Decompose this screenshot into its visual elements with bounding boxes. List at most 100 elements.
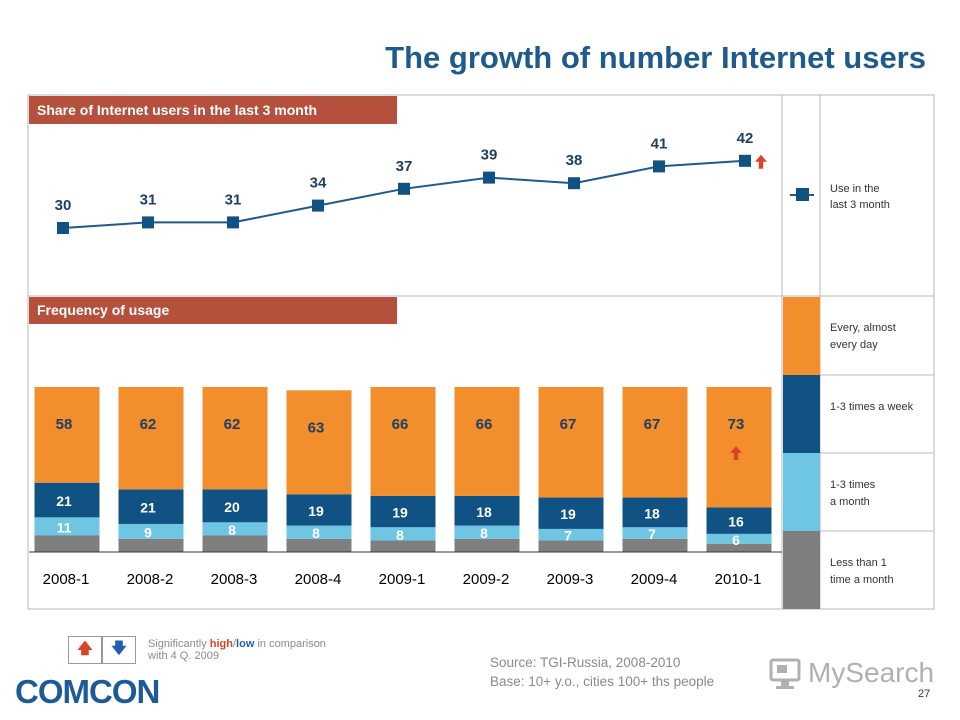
bar-segment — [538, 528, 604, 541]
bar-data-label: 67 — [560, 416, 577, 433]
x-tick-label: 2008-4 — [295, 571, 342, 588]
x-tick-label: 2009-1 — [379, 571, 426, 588]
bar-segment — [370, 540, 436, 552]
bar-segment — [118, 538, 184, 552]
source-line: Source: TGI-Russia, 2008-2010 — [490, 655, 681, 670]
bar-data-label: 66 — [476, 416, 493, 433]
x-tick-label: 2008-1 — [43, 571, 90, 588]
line-data-label: 37 — [396, 158, 413, 175]
bar-significance-marker — [730, 446, 742, 460]
line-data-label: 38 — [566, 152, 583, 169]
bar-data-label: 67 — [644, 416, 661, 433]
comcon-logo: COMCON — [15, 673, 160, 710]
bar-data-label: 19 — [560, 506, 576, 522]
bar-segment — [202, 522, 268, 536]
line-point — [398, 182, 410, 195]
bar-data-label: 21 — [140, 500, 156, 516]
bar-data-label: 9 — [144, 524, 152, 540]
bar-segment — [622, 497, 688, 528]
chart-canvas: Share of Internet users in the last 3 mo… — [27, 94, 935, 610]
legend-swatch-every-day — [783, 297, 820, 375]
bar-segment — [706, 533, 772, 544]
line-panel-title: Share of Internet users in the last 3 mo… — [37, 102, 317, 118]
legend-label-month: 1-3 times a month — [830, 479, 876, 508]
legend-label-line: Use in the last 3 month — [830, 183, 890, 211]
legend-swatch-month — [783, 453, 820, 531]
legend-label-week: 1-3 times a week — [830, 401, 914, 413]
line-point — [227, 216, 239, 229]
bar-data-label: 63 — [308, 419, 325, 436]
bar-data-label: 20 — [224, 499, 240, 515]
line-chart: 30 31 31 34 37 39 38 41 42 — [55, 130, 767, 234]
bar-panel-header-bar — [29, 297, 397, 324]
line-data-label: 30 — [55, 197, 72, 214]
bar-segment — [706, 543, 772, 552]
bar-segment — [622, 387, 688, 498]
bar-segment — [34, 387, 100, 483]
bar-segment — [202, 489, 268, 523]
bar-data-label: 16 — [728, 514, 744, 530]
bar-segment — [286, 525, 352, 539]
bar-segment — [34, 535, 100, 552]
bar-data-label: 6 — [732, 532, 740, 548]
legend-label-less: Less than 1 time a month — [830, 557, 894, 586]
line-data-label: 34 — [310, 175, 327, 192]
base-line: Base: 10+ y.o., cities 100+ ths people — [490, 674, 715, 689]
bar-data-label: 21 — [56, 493, 72, 509]
bar-segment — [286, 494, 352, 526]
bar-segment — [538, 497, 604, 529]
x-tick-label: 2008-2 — [127, 571, 174, 588]
source-note: Source: TGI-Russia, 2008-2010 Base: 10+ … — [490, 653, 714, 691]
mysearch-logo: MySearch — [768, 655, 934, 695]
bar-panel-title: Frequency of usage — [37, 302, 169, 318]
bar-segment — [454, 525, 520, 539]
bar-segment — [370, 527, 436, 541]
x-tick-label: 2009-3 — [547, 571, 594, 588]
bar-segment — [538, 540, 604, 552]
line-data-label: 39 — [481, 147, 498, 164]
bar-segment — [34, 482, 100, 518]
bar-data-label: 8 — [396, 527, 404, 543]
monitor-icon — [769, 658, 801, 689]
bar-segment — [34, 517, 100, 536]
bar-data-label: 8 — [480, 525, 488, 541]
x-tick-label: 2008-3 — [211, 571, 258, 588]
line-data-label: 42 — [737, 130, 754, 147]
bar-data-label: 18 — [476, 504, 492, 520]
bar-segment — [370, 387, 436, 496]
bar-data-label: 62 — [224, 416, 241, 433]
bar-segment — [118, 387, 184, 490]
line-point — [653, 160, 665, 173]
line-point — [142, 216, 154, 229]
x-tick-label: 2009-2 — [463, 571, 510, 588]
bar-data-label: 66 — [392, 416, 409, 433]
bar-segment — [286, 538, 352, 552]
bar-segment — [118, 489, 184, 524]
line-point — [483, 171, 495, 184]
bar-chart: 11 21 58 2008-1 9 21 62 2008-2 8 20 62 2008-3 8 19 63 2… — [29, 387, 782, 588]
bar-segment — [202, 535, 268, 552]
chart-frame — [27, 94, 935, 610]
bar-data-label: 8 — [228, 522, 236, 538]
bar-segment — [370, 495, 436, 528]
bar-segment — [622, 527, 688, 539]
bar-segment — [286, 390, 352, 495]
arrow-up-icon — [755, 154, 767, 169]
x-tick-label: 2009-4 — [631, 571, 678, 588]
line-significance-marker — [755, 154, 767, 169]
legend-swatch-less — [783, 531, 820, 609]
mysearch-logo-text: MySearch — [808, 657, 935, 688]
bar-segment — [454, 387, 520, 496]
legend-label-every-day: Every, almost every day — [830, 322, 896, 351]
bar-data-label: 73 — [728, 416, 745, 433]
bar-data-label: 58 — [56, 416, 73, 433]
bar-segment — [706, 387, 772, 508]
bar-segment — [118, 523, 184, 539]
legend: Use in the last 3 month Every, almost ever… — [783, 183, 934, 609]
bar-data-label: 19 — [392, 505, 408, 521]
bar-data-label: 7 — [648, 526, 656, 542]
arrow-up-icon: 🡅 — [68, 636, 102, 664]
arrow-up-icon — [730, 446, 742, 460]
page-title: The growth of number Internet users — [385, 40, 926, 75]
bar-data-label: 19 — [308, 503, 324, 519]
